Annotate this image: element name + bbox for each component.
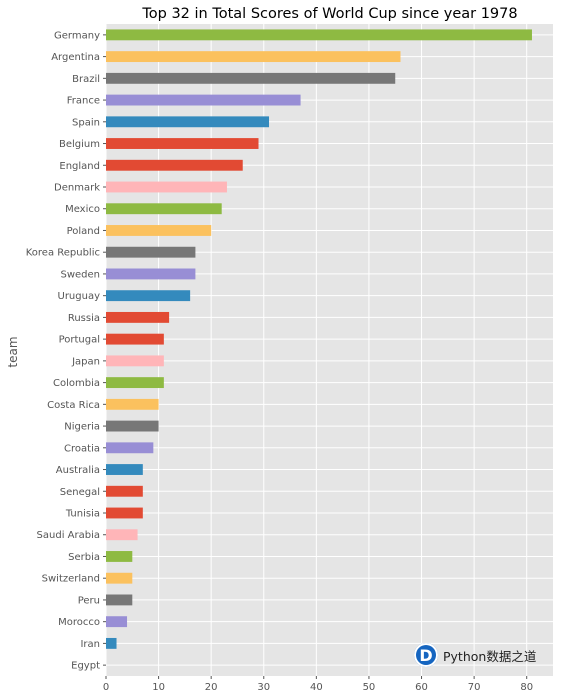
y-tick-label: Saudi Arabia	[37, 530, 100, 541]
y-tick-label: Argentina	[51, 52, 100, 63]
bar-switzerland	[106, 572, 133, 584]
bar-tunisia	[106, 507, 143, 519]
y-tick-label: Croatia	[64, 443, 100, 454]
bar-france	[106, 94, 301, 106]
bar-nigeria	[106, 420, 159, 432]
y-tick-label: Spain	[72, 117, 100, 128]
bar-costa-rica	[106, 398, 159, 410]
y-tick-label: Japan	[71, 356, 100, 367]
bar-brazil	[106, 72, 396, 84]
bar-belgium	[106, 138, 259, 149]
bar-japan	[106, 355, 164, 367]
bar-croatia	[106, 442, 154, 454]
bar-sweden	[106, 268, 196, 280]
x-tick-label: 10	[152, 682, 165, 693]
bar-serbia	[106, 551, 133, 562]
y-tick-labels: Germany Argentina Brazil France Spain Belgium…	[26, 30, 106, 672]
y-tick-label: Portugal	[59, 335, 100, 346]
bar-uruguay	[106, 290, 191, 302]
bar-mexico	[106, 203, 222, 215]
y-tick-label: Peru	[78, 595, 100, 606]
x-tick-label: 0	[103, 682, 109, 693]
x-tick-label: 70	[468, 682, 481, 693]
x-tick-label: 50	[363, 682, 376, 693]
x-tick-label: 30	[257, 682, 270, 693]
bar-germany	[106, 29, 532, 41]
y-axis-title: team	[6, 336, 20, 367]
y-tick-label: Uruguay	[58, 291, 101, 302]
plot-area	[106, 24, 553, 676]
y-tick-label: Sweden	[60, 269, 100, 280]
bar-portugal	[106, 333, 164, 345]
y-tick-label: Belgium	[59, 139, 100, 150]
bar-england	[106, 159, 243, 171]
y-tick-label: Colombia	[53, 378, 100, 389]
bar-saudi-arabia	[106, 529, 138, 541]
y-tick-label: Germany	[54, 30, 100, 41]
y-tick-label: Switzerland	[42, 574, 100, 585]
bar-peru	[106, 594, 133, 606]
y-tick-label: England	[59, 161, 100, 172]
x-tick-label: 80	[520, 682, 533, 693]
watermark: D Python数据之道	[414, 643, 536, 667]
bar-denmark	[106, 181, 227, 193]
chart-title: Top 32 in Total Scores of World Cup sinc…	[141, 6, 517, 22]
bar-senegal	[106, 485, 143, 497]
y-tick-label: Egypt	[71, 661, 100, 672]
bar-morocco	[106, 616, 128, 628]
y-tick-label: France	[67, 96, 100, 107]
bar-argentina	[106, 51, 401, 63]
y-tick-label: Iran	[80, 639, 100, 650]
watermark-logo-icon: D	[414, 643, 438, 667]
bars	[106, 29, 532, 649]
y-tick-label: Costa Rica	[47, 400, 100, 411]
bar-russia	[106, 311, 170, 323]
y-tick-label: Poland	[67, 226, 100, 237]
y-tick-label: Serbia	[68, 552, 100, 563]
watermark-text: Python数据之道	[443, 648, 537, 664]
bar-poland	[106, 225, 212, 236]
y-tick-label: Korea Republic	[26, 248, 100, 259]
y-tick-label: Denmark	[54, 183, 100, 194]
bar-korea-republic	[106, 246, 196, 258]
y-tick-label: Tunisia	[65, 509, 100, 520]
x-tick-label: 40	[310, 682, 323, 693]
y-tick-label: Morocco	[58, 617, 100, 628]
bar-spain	[106, 116, 270, 128]
y-tick-label: Brazil	[72, 74, 100, 85]
y-tick-label: Russia	[68, 313, 100, 324]
x-tick-label: 20	[205, 682, 218, 693]
bar-iran	[106, 637, 117, 649]
y-tick-label: Australia	[56, 465, 100, 476]
y-tick-label: Senegal	[60, 487, 100, 498]
bar-colombia	[106, 377, 164, 389]
x-tick-label: 60	[415, 682, 428, 693]
y-tick-label: Nigeria	[64, 422, 100, 433]
y-tick-label: Mexico	[65, 204, 100, 215]
bar-australia	[106, 464, 143, 475]
x-tick-labels: 0 10 20 30 40 50 60 70 80	[103, 676, 533, 693]
